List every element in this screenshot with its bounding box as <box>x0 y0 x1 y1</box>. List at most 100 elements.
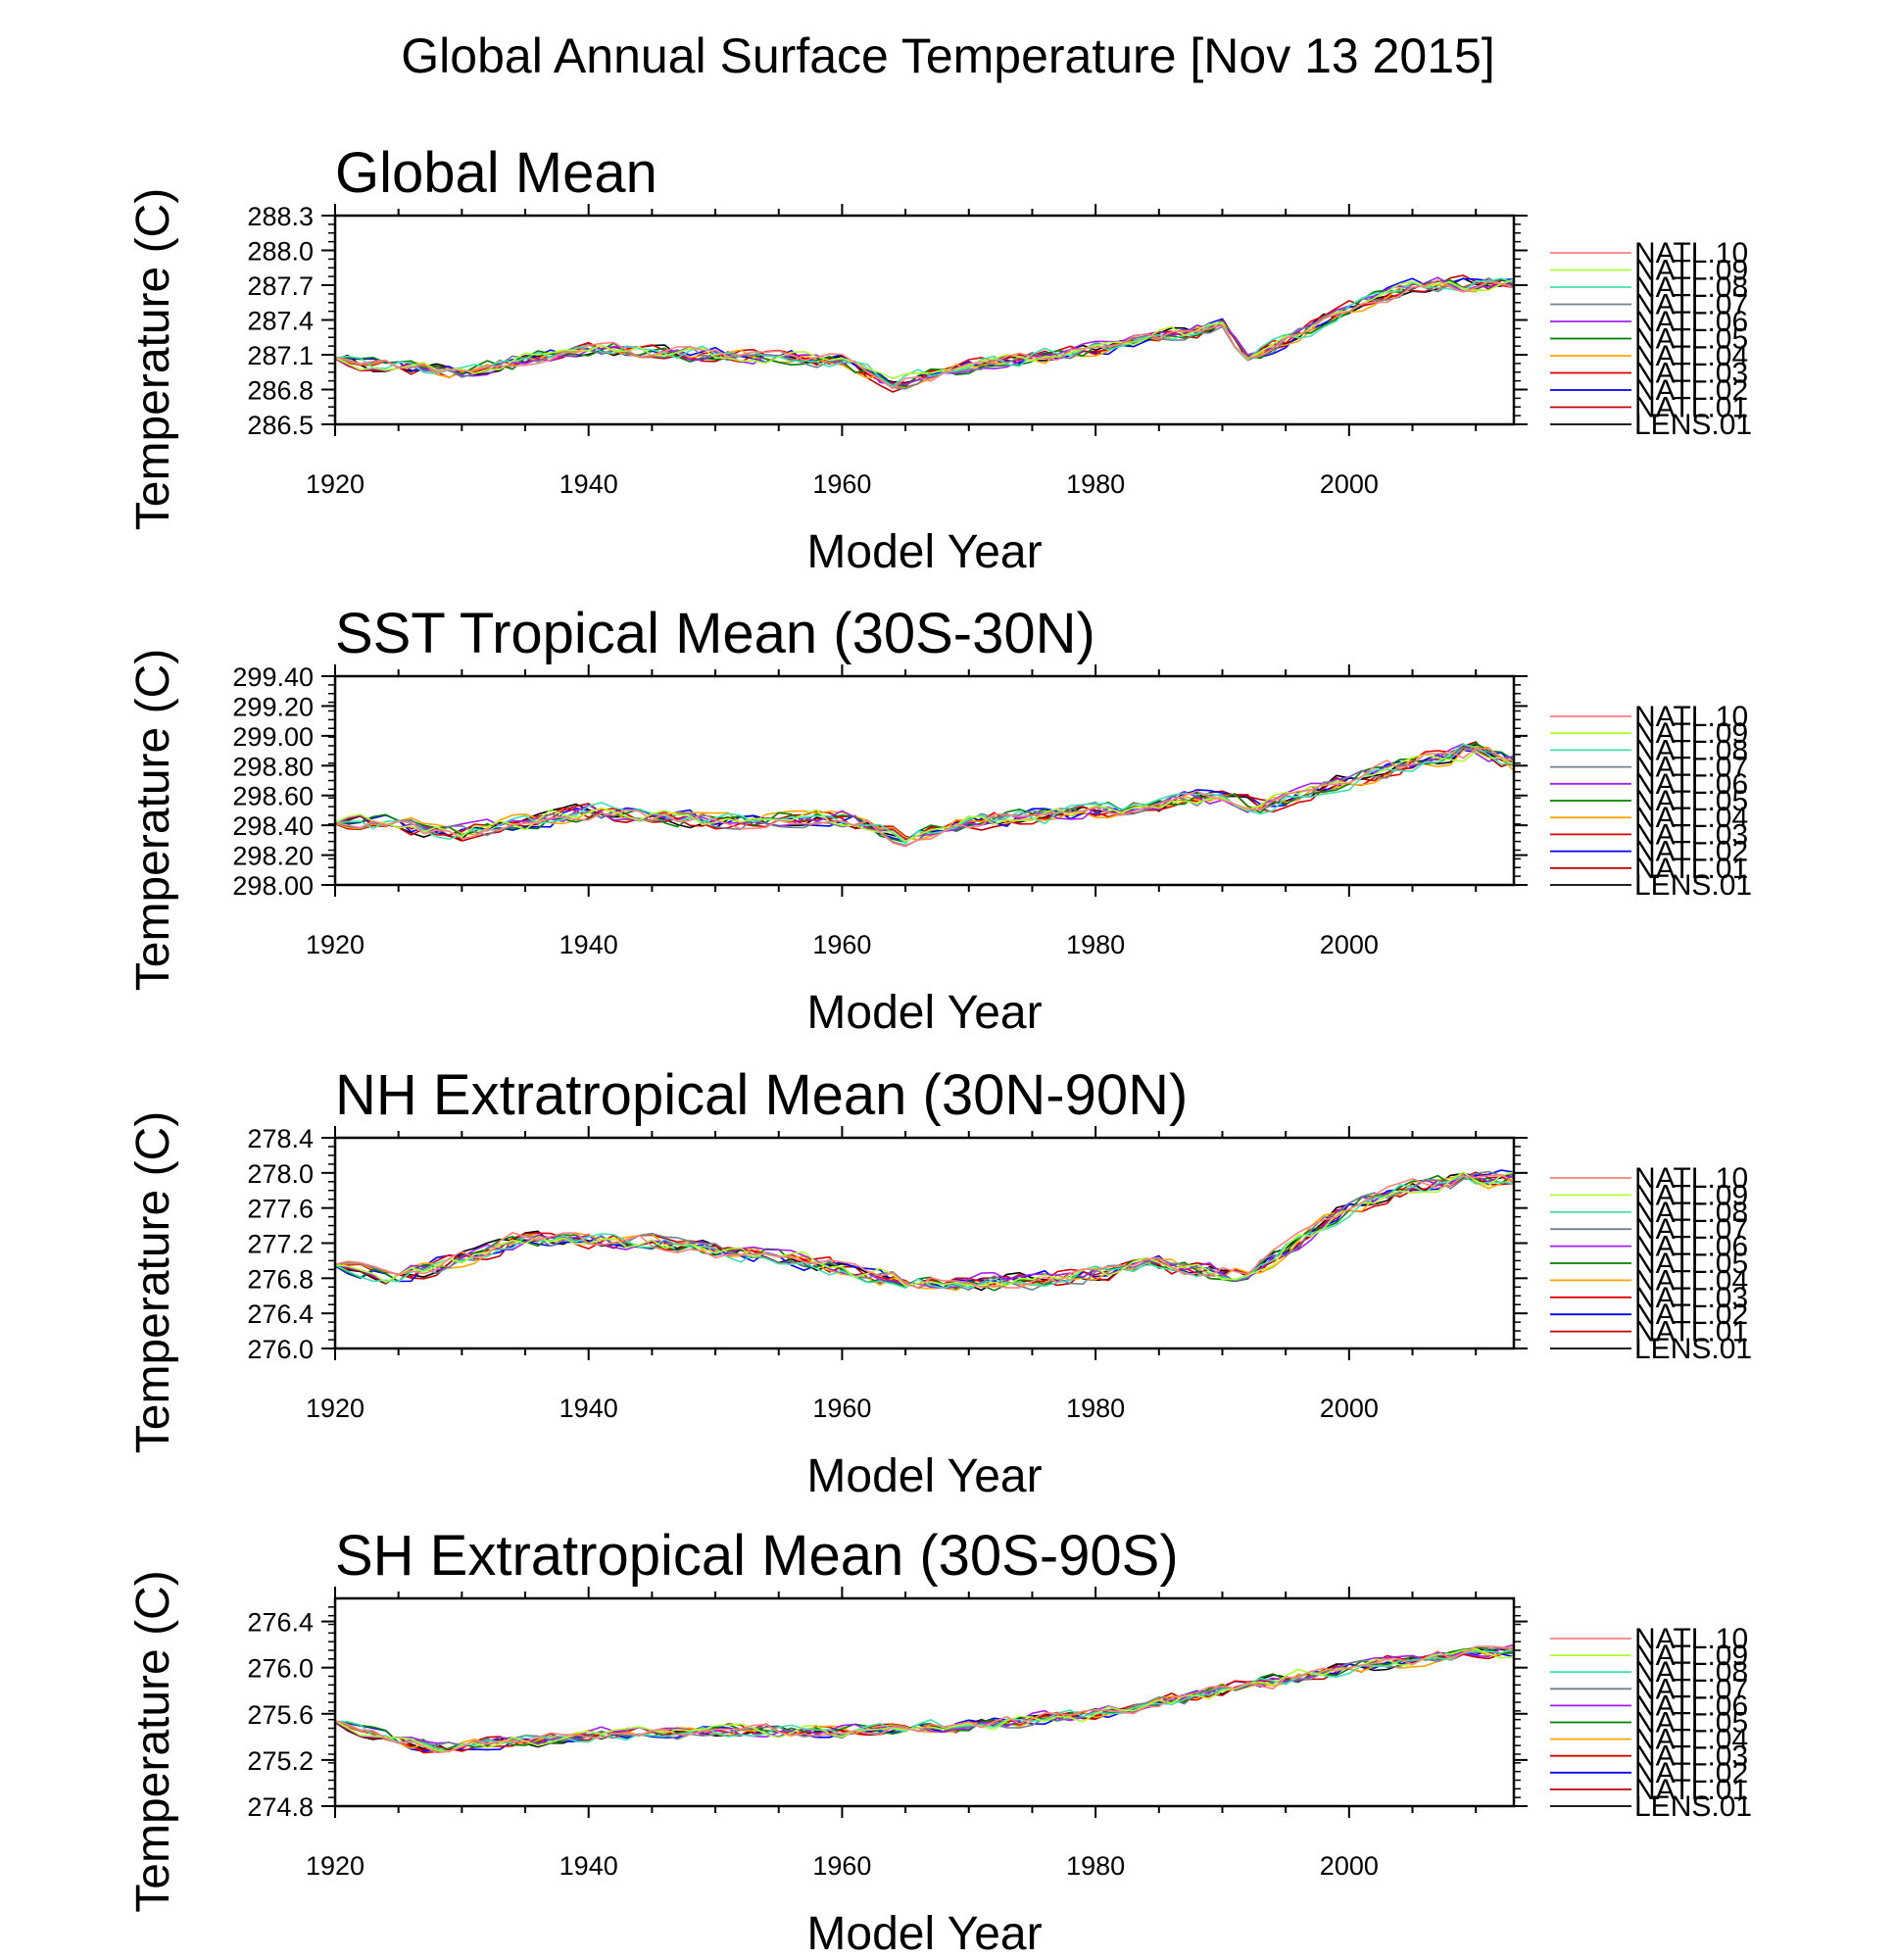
legend-label-NATL.10: NATL.10 <box>1634 1623 1748 1655</box>
series-line-NATL.06 <box>334 1643 1515 1746</box>
panel-1: Global Mean Temperature (C) Model Year 1920… <box>127 141 1752 578</box>
series-line-NATL.10 <box>334 747 1515 848</box>
y-tick-label: 276.4 <box>247 1299 314 1329</box>
y-tick-label: 288.0 <box>247 237 314 267</box>
y-tick-label: 277.6 <box>247 1195 314 1224</box>
legend-label-NATL.06: NATL.06 <box>1634 306 1748 338</box>
y-tick-label: 277.2 <box>247 1230 314 1259</box>
legend-label-NATL.10: NATL.10 <box>1634 237 1748 270</box>
y-tick-label: 287.1 <box>247 341 314 370</box>
legend-label-NATL.02: NATL.02 <box>1634 836 1748 868</box>
series-line-NATL.04 <box>334 745 1515 842</box>
y-tick-label: 278.0 <box>247 1159 314 1189</box>
series-line-NATL.07 <box>334 1170 1515 1292</box>
legend-label-LENS.01: LENS.01 <box>1634 409 1752 441</box>
series-line-LENS.01 <box>334 1648 1515 1751</box>
y-tick-label: 299.40 <box>232 662 314 692</box>
x-tick-label: 1920 <box>306 930 365 959</box>
panel-4: SH Extratropical Mean (30S-90S) Temperatu… <box>127 1524 1752 1960</box>
x-tick-label: 1940 <box>559 1851 618 1881</box>
legend-label-LENS.01: LENS.01 <box>1634 1790 1752 1823</box>
legend-label-NATL.04: NATL.04 <box>1634 802 1748 834</box>
x-tick-label: 1980 <box>1066 930 1125 959</box>
x-tick-label: 1940 <box>559 1394 618 1423</box>
y-axis-label: Temperature (C) <box>127 649 179 991</box>
legend-label-NATL.03: NATL.03 <box>1634 818 1748 851</box>
y-tick-label: 298.40 <box>232 811 314 841</box>
y-tick-label: 287.4 <box>247 307 314 336</box>
y-tick-label: 276.4 <box>247 1608 314 1638</box>
legend-label-NATL.03: NATL.03 <box>1634 1740 1748 1773</box>
x-tick-label: 1960 <box>812 469 871 499</box>
panel-title: NH Extratropical Mean (30N-90N) <box>335 1063 1188 1127</box>
x-tick-label: 1980 <box>1066 1851 1125 1881</box>
legend-label-NATL.01: NATL.01 <box>1634 1774 1748 1806</box>
series-line-NATL.05 <box>334 1646 1515 1752</box>
legend-label-NATL.01: NATL.01 <box>1634 392 1748 424</box>
y-tick-label: 299.00 <box>232 722 314 752</box>
y-axis-label: Temperature (C) <box>127 188 179 530</box>
legend-label-NATL.01: NATL.01 <box>1634 853 1748 885</box>
x-tick-label: 1940 <box>559 469 618 499</box>
y-tick-label: 298.60 <box>232 782 314 811</box>
legend-label-NATL.05: NATL.05 <box>1634 323 1748 356</box>
y-tick-label: 275.6 <box>247 1700 314 1730</box>
y-axis-label: Temperature (C) <box>127 1111 179 1453</box>
legend-label-NATL.07: NATL.07 <box>1634 1673 1748 1705</box>
legend-label-NATL.04: NATL.04 <box>1634 1264 1748 1297</box>
legend-label-NATL.08: NATL.08 <box>1634 271 1748 304</box>
x-tick-label: 1960 <box>812 930 871 959</box>
x-axis-label: Model Year <box>806 987 1042 1039</box>
legend-label-NATL.09: NATL.09 <box>1634 1179 1748 1211</box>
y-tick-label: 298.20 <box>232 842 314 871</box>
legend-label-NATL.08: NATL.08 <box>1634 1656 1748 1689</box>
y-tick-label: 286.8 <box>247 376 314 406</box>
legend-label-NATL.05: NATL.05 <box>1634 1707 1748 1740</box>
legend-label-LENS.01: LENS.01 <box>1634 869 1752 902</box>
x-axis-label: Model Year <box>806 1450 1042 1502</box>
legend-label-NATL.02: NATL.02 <box>1634 374 1748 407</box>
y-tick-label: 288.3 <box>247 202 314 231</box>
page-title: Global Annual Surface Temperature [Nov 1… <box>401 28 1495 83</box>
series-line-NATL.06 <box>334 1174 1515 1290</box>
legend-label-NATL.10: NATL.10 <box>1634 701 1748 733</box>
legend-label-NATL.02: NATL.02 <box>1634 1298 1748 1331</box>
y-tick-label: 298.80 <box>232 752 314 781</box>
legend-label-NATL.03: NATL.03 <box>1634 358 1748 390</box>
legend-label-NATL.06: NATL.06 <box>1634 768 1748 801</box>
series-line-LENS.01 <box>334 1172 1515 1292</box>
y-tick-label: 274.8 <box>247 1792 314 1822</box>
legend-label-NATL.05: NATL.05 <box>1634 1248 1748 1280</box>
legend-label-NATL.06: NATL.06 <box>1634 1690 1748 1722</box>
panel-title: Global Mean <box>335 141 657 205</box>
series-line-NATL.07 <box>334 1646 1515 1748</box>
legend-label-NATL.07: NATL.07 <box>1634 752 1748 784</box>
legend-label-NATL.04: NATL.04 <box>1634 1724 1748 1756</box>
x-tick-label: 1980 <box>1066 1394 1125 1423</box>
legend-label-NATL.02: NATL.02 <box>1634 1757 1748 1789</box>
series-line-NATL.10 <box>334 1645 1515 1754</box>
panel-3: NH Extratropical Mean (30N-90N) Temperatu… <box>127 1063 1752 1502</box>
legend-label-NATL.04: NATL.04 <box>1634 340 1748 372</box>
legend-label-NATL.07: NATL.07 <box>1634 1213 1748 1246</box>
series-line-NATL.10 <box>334 1173 1515 1289</box>
legend-label-NATL.08: NATL.08 <box>1634 1197 1748 1229</box>
series-line-NATL.05 <box>334 277 1515 387</box>
series-line-NATL.04 <box>334 1644 1515 1750</box>
panel-title: SST Tropical Mean (30S-30N) <box>335 602 1095 665</box>
series-line-NATL.08 <box>334 277 1515 388</box>
y-tick-label: 299.20 <box>232 692 314 721</box>
x-tick-label: 1960 <box>812 1394 871 1423</box>
legend-label-NATL.10: NATL.10 <box>1634 1162 1748 1195</box>
series-line-NATL.04 <box>334 1173 1515 1292</box>
x-tick-label: 1980 <box>1066 469 1125 499</box>
y-tick-label: 278.4 <box>247 1124 314 1153</box>
series-line-NATL.10 <box>334 278 1515 390</box>
x-tick-label: 2000 <box>1320 1851 1379 1881</box>
x-tick-label: 2000 <box>1320 469 1379 499</box>
y-tick-label: 298.00 <box>232 871 314 901</box>
x-axis-label: Model Year <box>806 1908 1042 1960</box>
legend-label-NATL.03: NATL.03 <box>1634 1282 1748 1314</box>
series-line-NATL.05 <box>334 742 1515 844</box>
